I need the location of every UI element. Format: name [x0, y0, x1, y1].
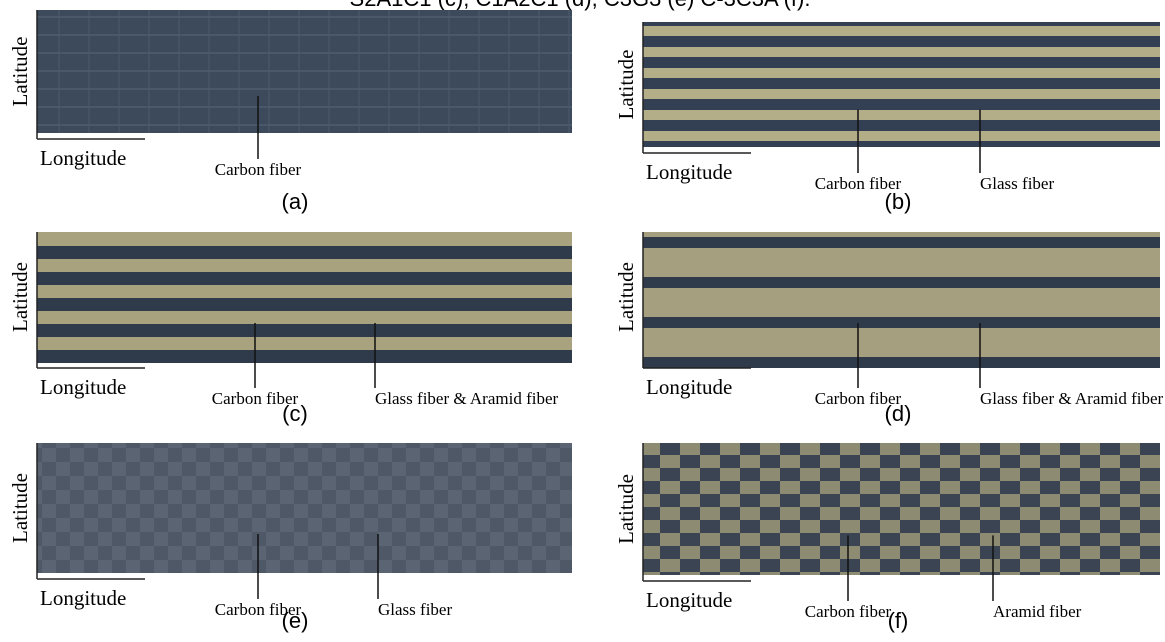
fiber-label: Carbon fiber	[805, 602, 892, 621]
stripe	[643, 26, 1160, 36]
stripe	[643, 47, 1160, 57]
page: S2A1C1 (c), C1A2C1 (d), C3G3 (e) C-3C3A …	[0, 0, 1165, 642]
stripe	[643, 89, 1160, 99]
latitude-label: Latitude	[8, 473, 32, 543]
panel-label: (e)	[282, 608, 309, 633]
stripe	[643, 317, 1160, 328]
photo	[643, 22, 1160, 147]
panel-label: (c)	[282, 401, 308, 426]
caption-fragment: S2A1C1 (c), C1A2C1 (d), C3G3 (e) C-3C3A …	[350, 0, 811, 11]
stripe	[37, 350, 572, 363]
latitude-label: Latitude	[8, 262, 32, 332]
latitude-label: Latitude	[614, 262, 638, 332]
fiber-label: Glass fiber	[980, 174, 1054, 193]
photo	[643, 443, 1160, 575]
longitude-label: Longitude	[40, 146, 126, 170]
latitude-label: Latitude	[614, 50, 638, 120]
fiber-label: Glass fiber	[378, 600, 452, 619]
panel-label: (b)	[885, 189, 912, 214]
longitude-label: Longitude	[40, 375, 126, 399]
figure: S2A1C1 (c), C1A2C1 (d), C3G3 (e) C-3C3A …	[0, 0, 1165, 642]
fiber-label: Aramid fiber	[993, 602, 1082, 621]
longitude-label: Longitude	[646, 588, 732, 612]
panel-label: (f)	[888, 608, 909, 633]
fiber-label: Glass fiber & Aramid fiber	[375, 389, 559, 408]
stripe	[37, 272, 572, 285]
stripe	[643, 110, 1160, 120]
photo	[37, 443, 572, 573]
stripe	[643, 68, 1160, 78]
photo	[37, 10, 572, 133]
photo	[643, 232, 1160, 362]
stripe	[643, 131, 1160, 141]
longitude-label: Longitude	[646, 375, 732, 399]
longitude-label: Longitude	[40, 586, 126, 610]
fiber-label: Glass fiber & Aramid fiber	[980, 389, 1164, 408]
stripe	[643, 237, 1160, 248]
stripe	[37, 324, 572, 337]
latitude-label: Latitude	[8, 37, 32, 107]
stripe	[643, 357, 1160, 368]
longitude-label: Longitude	[646, 160, 732, 184]
fiber-label: Carbon fiber	[215, 160, 302, 179]
stripe	[37, 298, 572, 311]
panel-label: (d)	[885, 401, 912, 426]
stripe	[643, 277, 1160, 288]
latitude-label: Latitude	[614, 474, 638, 544]
panel-label: (a)	[282, 189, 309, 214]
stripe	[37, 246, 572, 259]
